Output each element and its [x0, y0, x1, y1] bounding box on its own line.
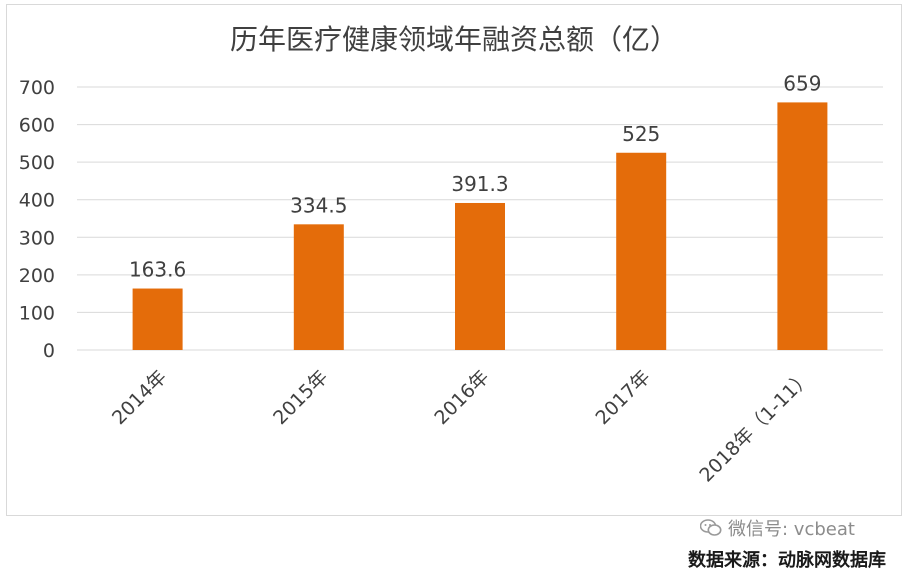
data-label: 163.6: [129, 258, 186, 282]
bars: [132, 102, 828, 350]
x-category-label: 2015年: [269, 366, 332, 429]
data-labels: 163.6 334.5 391.3 525 659: [129, 71, 822, 281]
y-tick-label: 600: [19, 115, 55, 137]
data-label: 391.3: [451, 172, 508, 196]
chart-title: 历年医疗健康领域年融资总额（亿）: [230, 23, 678, 56]
y-tick-label: 500: [19, 152, 55, 174]
watermark-text: 微信号: vcbeat: [728, 519, 855, 540]
bar: [293, 224, 344, 350]
wechat-watermark: 微信号: vcbeat: [699, 516, 855, 540]
bar: [132, 288, 183, 350]
y-axis-ticks: 0 100 200 300 400 500 600 700: [19, 77, 55, 362]
y-tick-label: 400: [19, 190, 55, 212]
bar-chart: 历年医疗健康领域年融资总额（亿） 0100200300400500600700 …: [19, 23, 883, 487]
data-label: 334.5: [290, 193, 347, 217]
bar: [616, 152, 667, 350]
x-category-label: 2016年: [430, 366, 493, 429]
data-source-note: 数据来源：动脉网数据库: [688, 550, 886, 571]
x-category-label: 2018年（1-11）: [695, 366, 816, 487]
y-tick-label: 200: [19, 265, 55, 287]
bar: [455, 202, 505, 350]
data-label: 659: [783, 71, 821, 95]
chart-frame: 历年医疗健康领域年融资总额（亿） 0 100 200 300 400 500 600 700 …: [6, 4, 902, 516]
wechat-icon: [699, 519, 722, 537]
y-tick-label: 300: [19, 227, 55, 249]
y-tick-label: 0: [43, 340, 55, 362]
data-label: 525: [622, 122, 660, 146]
x-category-label: 2014年: [108, 366, 171, 429]
bar: [777, 102, 828, 350]
y-tick-label: 700: [19, 77, 55, 99]
y-tick-label: 100: [19, 302, 55, 324]
x-axis-categories: 2014年 2015年 2016年 2017年 2018年（1-11）: [108, 366, 816, 487]
x-category-label: 2017年: [592, 366, 655, 429]
